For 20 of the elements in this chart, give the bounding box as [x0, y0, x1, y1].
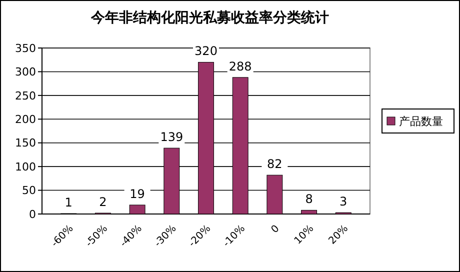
- y-tick-label: 350: [15, 42, 36, 55]
- y-tick-label: 150: [15, 136, 36, 150]
- data-label: 19: [130, 186, 145, 201]
- data-label: 1: [64, 196, 72, 210]
- y-tick-label: 50: [22, 184, 36, 198]
- chart-title: 今年非结构化阳光私募收益率分类统计: [90, 9, 329, 26]
- y-tick-label: 200: [15, 112, 36, 126]
- y-tick-label: 0: [29, 208, 36, 221]
- data-label: 8: [305, 192, 313, 206]
- legend-label: 产品数量: [399, 114, 443, 128]
- y-tick-label: 250: [15, 89, 36, 102]
- data-label: 320: [194, 44, 218, 58]
- x-tick-label: 0: [269, 223, 282, 236]
- data-label: 288: [228, 59, 252, 74]
- data-label: 139: [160, 130, 184, 144]
- data-label: 3: [340, 194, 348, 209]
- y-tick-label: 100: [15, 160, 36, 174]
- data-label: 2: [99, 195, 107, 210]
- data-label: 82: [267, 157, 282, 172]
- y-tick-label: 300: [15, 66, 36, 79]
